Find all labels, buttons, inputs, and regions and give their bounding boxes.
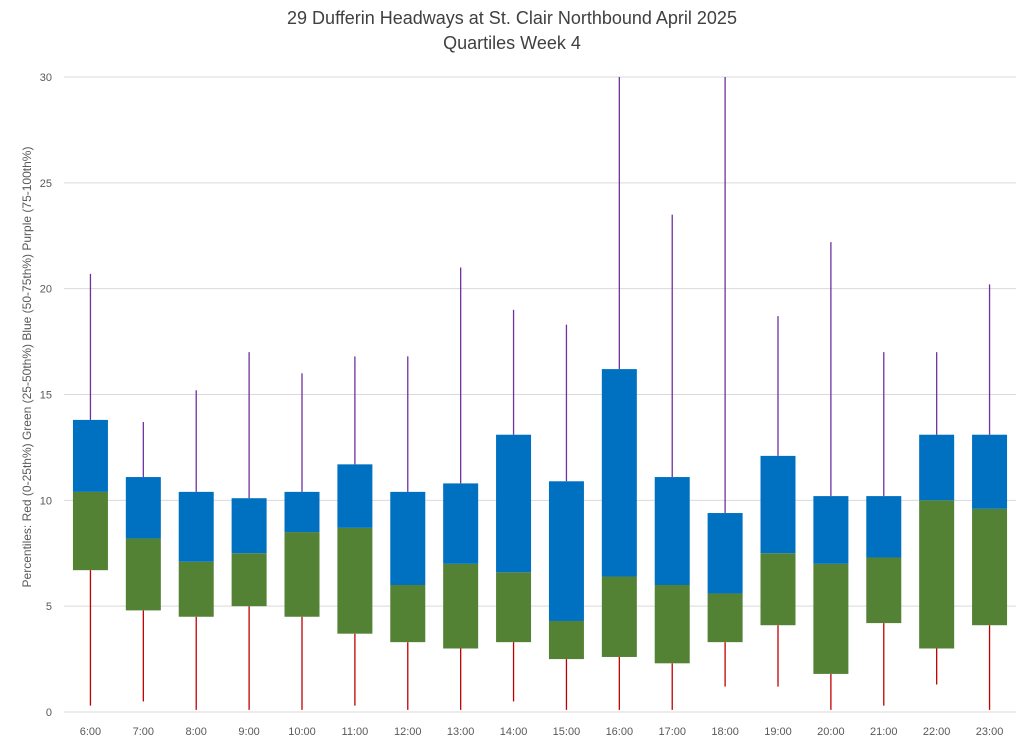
box-q1-median bbox=[178, 561, 214, 617]
box-q1-median bbox=[866, 557, 902, 624]
box-q1-median bbox=[548, 620, 584, 660]
y-tick-label: 20 bbox=[40, 284, 52, 296]
box-median-q3 bbox=[496, 434, 532, 573]
y-tick-label: 15 bbox=[40, 390, 52, 402]
box-median-q3 bbox=[866, 496, 902, 558]
x-tick-label: 18:00 bbox=[711, 726, 739, 738]
x-tick-label: 12:00 bbox=[394, 726, 422, 738]
box-median-q3 bbox=[760, 455, 796, 554]
y-tick-label: 30 bbox=[40, 72, 52, 84]
x-tick-label: 17:00 bbox=[658, 726, 686, 738]
x-tick-label: 21:00 bbox=[870, 726, 898, 738]
box-q1-median bbox=[390, 585, 426, 643]
box-q1-median bbox=[125, 538, 161, 611]
x-tick-label: 13:00 bbox=[447, 726, 475, 738]
box-q1-median bbox=[601, 576, 637, 657]
x-tick-label: 20:00 bbox=[817, 726, 845, 738]
box-median-q3 bbox=[601, 369, 637, 577]
chart-title: 29 Dufferin Headways at St. Clair Northb… bbox=[287, 8, 737, 28]
box-median-q3 bbox=[707, 513, 743, 594]
box-q1-median bbox=[654, 585, 690, 664]
y-tick-label: 10 bbox=[40, 495, 52, 507]
box-q1-median bbox=[760, 553, 796, 626]
x-tick-label: 7:00 bbox=[133, 726, 154, 738]
box-median-q3 bbox=[178, 491, 214, 562]
box-median-q3 bbox=[813, 496, 849, 564]
x-tick-label: 10:00 bbox=[288, 726, 316, 738]
box-median-q3 bbox=[654, 477, 690, 585]
box-q1-median bbox=[972, 508, 1008, 626]
x-tick-label: 9:00 bbox=[238, 726, 259, 738]
x-tick-label: 23:00 bbox=[976, 726, 1004, 738]
x-tick-label: 15:00 bbox=[553, 726, 581, 738]
x-tick-label: 11:00 bbox=[342, 726, 369, 738]
box-median-q3 bbox=[72, 419, 108, 492]
box-q1-median bbox=[919, 500, 955, 649]
box-q1-median bbox=[707, 593, 743, 643]
x-tick-label: 22:00 bbox=[923, 726, 951, 738]
box-q1-median bbox=[284, 532, 320, 617]
box-q1-median bbox=[231, 553, 267, 607]
box-q1-median bbox=[496, 572, 532, 643]
box-median-q3 bbox=[548, 481, 584, 621]
box-median-q3 bbox=[443, 483, 479, 564]
y-tick-label: 0 bbox=[46, 707, 52, 719]
box-q1-median bbox=[443, 563, 479, 649]
x-tick-label: 6:00 bbox=[80, 726, 101, 738]
box-q1-median bbox=[813, 563, 849, 674]
y-tick-label: 25 bbox=[40, 178, 52, 190]
box-median-q3 bbox=[231, 498, 267, 554]
x-tick-label: 19:00 bbox=[764, 726, 792, 738]
y-tick-label: 5 bbox=[46, 601, 52, 613]
box-median-q3 bbox=[284, 491, 320, 533]
x-tick-label: 16:00 bbox=[606, 726, 634, 738]
box-median-q3 bbox=[972, 434, 1008, 509]
box-median-q3 bbox=[125, 477, 161, 539]
x-tick-label: 14:00 bbox=[500, 726, 528, 738]
chart-subtitle: Quartiles Week 4 bbox=[443, 33, 581, 53]
box-median-q3 bbox=[390, 491, 426, 585]
x-tick-label: 8:00 bbox=[186, 726, 207, 738]
box-q1-median bbox=[72, 491, 108, 571]
box-median-q3 bbox=[919, 434, 955, 501]
box-median-q3 bbox=[337, 464, 373, 528]
box-q1-median bbox=[337, 527, 373, 634]
